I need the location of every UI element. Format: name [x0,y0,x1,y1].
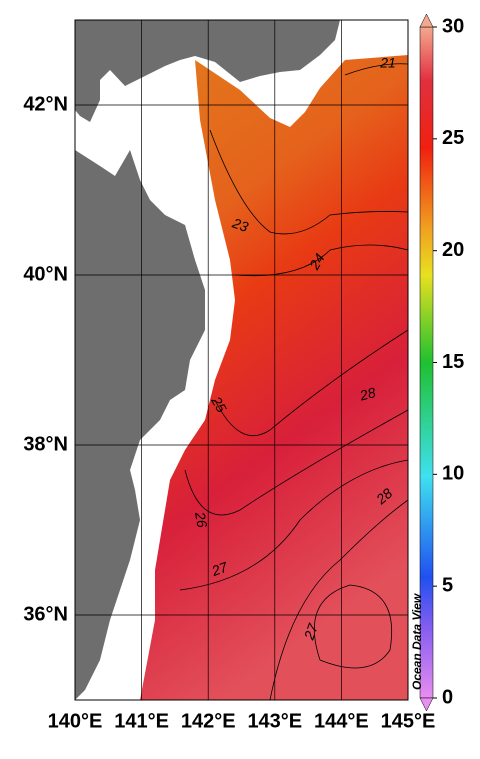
contour-label: 23 [229,214,250,235]
x-tick-label: 140°E [48,710,103,732]
colorbar-tick-label: 10 [442,463,464,485]
watermark: Ocean Data View [410,593,424,690]
x-tick-label: 145°E [381,710,436,732]
y-tick-label: 36°N [23,603,68,625]
x-tick-label: 141°E [114,710,169,732]
colorbar-tick-label: 30 [442,15,464,37]
colorbar-max-arrow [419,13,434,28]
y-tick-label: 40°N [23,263,68,285]
colorbar-tick-label: 25 [442,127,464,149]
contour-label: 27 [209,558,231,579]
colorbar-tick-label: 20 [442,239,464,261]
y-tick-label: 38°N [23,433,68,455]
ocean-field [140,55,408,700]
contour-label: 21 [379,55,396,71]
x-tick-label: 143°E [247,710,302,732]
contour-label: 28 [357,384,377,404]
colorbar-tick-label: 0 [442,686,453,708]
land [75,150,205,700]
colorbar-tick-label: 5 [442,574,453,596]
contour-label: 24 [306,250,328,273]
x-tick-label: 142°E [181,710,236,732]
contour-label: 27 [300,620,321,642]
contour-label: 25 [208,393,230,416]
contours [179,63,409,701]
y-tick-label: 42°N [23,93,68,115]
x-tick-label: 144°E [314,710,369,732]
contour-label: 26 [192,510,211,529]
colorbar-tick-label: 15 [442,351,464,373]
colorbar-min-arrow [419,697,434,712]
